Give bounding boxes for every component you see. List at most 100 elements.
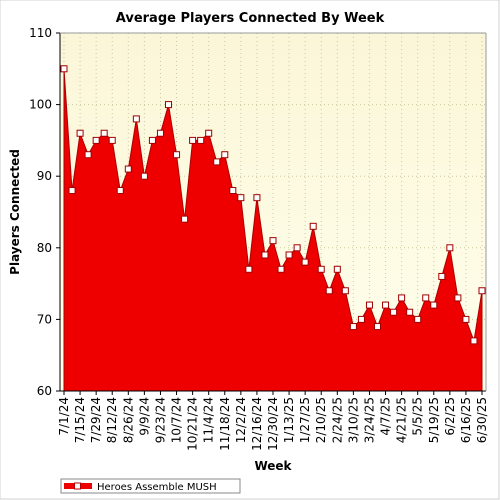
- data-point: [374, 323, 381, 331]
- x-tick-label: 10/21/24: [186, 397, 200, 451]
- data-point: [333, 265, 341, 273]
- x-tick-label: 11/4/24: [202, 397, 216, 443]
- data-point: [108, 136, 116, 144]
- x-tick-label: 3/24/25: [362, 397, 376, 443]
- data-point: [390, 308, 398, 316]
- x-tick-label: 5/19/25: [427, 397, 441, 443]
- data-point: [365, 301, 373, 309]
- data-point: [285, 251, 293, 259]
- data-point: [213, 158, 221, 166]
- data-point: [181, 215, 189, 223]
- y-axis-label: Players Connected: [8, 149, 22, 275]
- x-tick-label: 7/15/24: [73, 397, 87, 443]
- data-point: [189, 136, 197, 144]
- y-tick-label: 100: [29, 98, 52, 112]
- data-point: [261, 251, 269, 259]
- data-point: [341, 287, 349, 295]
- data-point: [349, 323, 357, 331]
- y-tick-label: 110: [29, 26, 52, 40]
- x-tick-label: 7/29/24: [89, 397, 103, 443]
- x-tick-label: 12/16/24: [250, 397, 264, 451]
- x-tick-label: 5/5/25: [411, 397, 425, 436]
- data-point: [205, 129, 213, 137]
- data-point: [309, 222, 317, 230]
- x-tick-label: 6/2/25: [443, 397, 457, 436]
- x-tick-label: 12/30/24: [266, 397, 280, 451]
- legend-series-name: Heroes Assemble MUSH: [97, 482, 217, 493]
- data-point: [60, 65, 68, 73]
- y-tick-label: 60: [37, 384, 52, 398]
- data-point: [76, 129, 84, 137]
- legend: Heroes Assemble MUSH: [60, 478, 241, 494]
- data-point: [406, 308, 414, 316]
- data-point: [156, 129, 164, 137]
- data-point: [293, 244, 301, 252]
- data-point: [68, 187, 76, 195]
- data-point: [446, 244, 454, 252]
- y-tick-label: 90: [37, 169, 52, 183]
- data-point: [237, 194, 245, 202]
- data-point: [470, 337, 478, 345]
- data-point: [301, 258, 309, 266]
- data-point: [269, 237, 277, 245]
- data-point: [414, 315, 422, 323]
- x-tick-label: 7/1/24: [57, 397, 71, 436]
- x-tick-label: 4/7/25: [379, 397, 393, 436]
- data-point: [124, 165, 132, 173]
- x-tick-label: 3/10/25: [346, 397, 360, 443]
- data-point: [92, 136, 100, 144]
- series-area: [63, 68, 483, 392]
- y-tick-labels: 60 70 80 90 100 110: [29, 26, 60, 398]
- x-tick-label: 1/13/25: [282, 397, 296, 443]
- series-points: [60, 65, 486, 345]
- data-point: [317, 265, 325, 273]
- data-point: [454, 294, 462, 302]
- data-point: [132, 115, 140, 123]
- x-tick-label: 10/7/24: [170, 397, 184, 443]
- y-tick-label: 70: [37, 312, 52, 326]
- x-tick-label: 9/23/24: [153, 397, 167, 443]
- data-point: [462, 315, 470, 323]
- data-point: [398, 294, 406, 302]
- data-point: [357, 315, 365, 323]
- x-tick-label: 9/9/24: [137, 397, 151, 436]
- x-tick-label: 2/10/25: [314, 397, 328, 443]
- data-point: [116, 187, 124, 195]
- data-point: [84, 151, 92, 159]
- x-tick-label: 2/24/25: [330, 397, 344, 443]
- data-point: [245, 265, 253, 273]
- legend-marker: [74, 482, 81, 490]
- data-point: [478, 287, 486, 295]
- x-tick-labels: 7/1/24 7/15/24 7/29/24 8/12/24 8/26/24 9/9/24…: [57, 391, 489, 451]
- data-point: [382, 301, 390, 309]
- x-tick-label: 6/30/25: [475, 397, 489, 443]
- y-tick-label: 80: [37, 241, 52, 255]
- data-point: [253, 194, 261, 202]
- data-point: [430, 301, 438, 309]
- data-point: [173, 151, 181, 159]
- chart-title: Average Players Connected By Week: [116, 11, 385, 26]
- data-point: [325, 287, 333, 295]
- data-point: [277, 265, 285, 273]
- x-tick-label: 8/12/24: [105, 397, 119, 443]
- data-point: [100, 129, 108, 137]
- x-tick-label: 4/21/25: [395, 397, 409, 443]
- x-tick-label: 1/27/25: [298, 397, 312, 443]
- x-tick-label: 8/26/24: [121, 397, 135, 443]
- data-point: [422, 294, 430, 302]
- data-point: [229, 187, 237, 195]
- data-point: [438, 272, 446, 280]
- x-tick-label: 12/2/24: [234, 397, 248, 443]
- data-point: [197, 136, 205, 144]
- data-point: [148, 136, 156, 144]
- x-axis-label: Week: [254, 459, 292, 473]
- x-tick-label: 6/16/25: [459, 397, 473, 443]
- x-tick-label: 11/18/24: [218, 397, 232, 451]
- data-point: [140, 172, 148, 180]
- legend-box: [60, 478, 241, 494]
- series-area-fill: [63, 68, 483, 392]
- data-point: [221, 151, 229, 159]
- data-point: [165, 101, 172, 109]
